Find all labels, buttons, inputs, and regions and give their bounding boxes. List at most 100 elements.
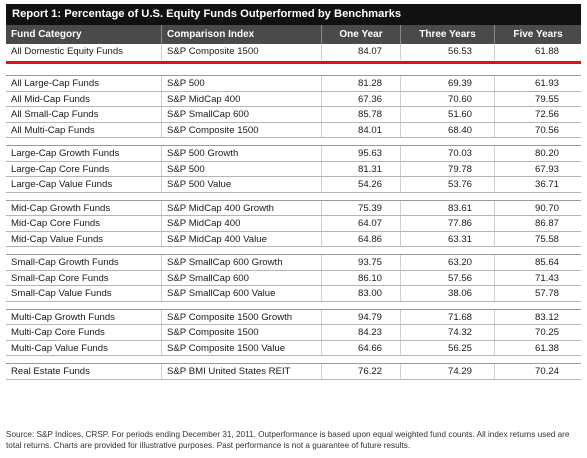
column-header-comparison-index: Comparison Index: [162, 25, 322, 44]
column-header-five-years: Five Years: [513, 29, 563, 40]
red-divider: [6, 61, 581, 64]
comparison-index-cell: S&P 500 Value: [162, 177, 322, 192]
row-group: All Large-Cap Funds S&P 500 81.28 69.39 61.9…: [6, 76, 581, 138]
five-years-cell: 72.56: [534, 109, 559, 120]
five-years-cell: 79.55: [534, 93, 559, 105]
three-years-cell: 56.25: [401, 340, 495, 355]
three-years-cell: 77.86: [401, 216, 495, 231]
comparison-index-cell: S&P MidCap 400: [162, 91, 322, 106]
one-year-cell: 64.66: [322, 340, 401, 355]
comparison-index-cell: S&P SmallCap 600 Growth: [162, 255, 322, 270]
five-years-cell: 83.12: [534, 311, 559, 323]
row-group: Small-Cap Growth Funds S&P SmallCap 600 G…: [6, 255, 581, 302]
table-row: Small-Cap Core Funds S&P SmallCap 600 86.1…: [6, 270, 581, 286]
fund-category-cell: All Domestic Equity Funds: [6, 44, 162, 60]
five-years-cell: 70.24: [534, 366, 559, 377]
row-group: Mid-Cap Growth Funds S&P MidCap 400 Growt…: [6, 200, 581, 247]
five-years-cell: 71.43: [534, 272, 559, 284]
one-year-cell: 81.31: [322, 161, 401, 176]
one-year-cell: 81.28: [322, 76, 401, 91]
one-year-cell: 67.36: [322, 91, 401, 106]
fund-category-cell: Small-Cap Value Funds: [6, 286, 162, 301]
fund-category-cell: Mid-Cap Growth Funds: [6, 200, 162, 215]
group-spacer: [6, 302, 581, 310]
fund-category-cell: Large-Cap Value Funds: [6, 177, 162, 192]
one-year-cell: 83.00: [322, 286, 401, 301]
one-year-cell: 54.26: [322, 177, 401, 192]
column-header-fund-category: Fund Category: [6, 25, 162, 44]
group-spacer: [6, 193, 581, 201]
five-years-cell: 61.93: [534, 78, 559, 89]
one-year-cell: 75.39: [322, 200, 401, 215]
table-row: Mid-Cap Value Funds S&P MidCap 400 Value 6…: [6, 231, 581, 247]
one-year-cell: 76.22: [322, 364, 401, 379]
comparison-index-cell: S&P MidCap 400 Growth: [162, 200, 322, 215]
fund-category-cell: Large-Cap Growth Funds: [6, 146, 162, 161]
fund-category-cell: All Large-Cap Funds: [6, 76, 162, 91]
table-row: Mid-Cap Core Funds S&P MidCap 400 64.07 77.…: [6, 216, 581, 232]
five-years-cell: 70.56: [534, 124, 559, 136]
three-years-cell: 71.68: [401, 309, 495, 324]
five-years-cell: 36.71: [534, 179, 559, 190]
three-years-cell: 70.03: [401, 146, 495, 161]
five-years-cell: 70.25: [534, 327, 559, 338]
one-year-cell: 64.07: [322, 216, 401, 231]
comparison-index-cell: S&P MidCap 400: [162, 216, 322, 231]
table-body: All Large-Cap Funds S&P 500 81.28 69.39 61.9…: [6, 64, 581, 380]
five-years-cell: 90.70: [534, 202, 559, 214]
table-row: Small-Cap Value Funds S&P SmallCap 600 Va…: [6, 286, 581, 302]
group-spacer: [6, 138, 581, 146]
five-years-cell: 61.38: [534, 342, 559, 354]
three-years-cell: 83.61: [401, 200, 495, 215]
column-header-one-year: One Year: [322, 25, 401, 44]
three-years-cell: 63.31: [401, 231, 495, 246]
table-row: Multi-Cap Core Funds S&P Composite 1500 84…: [6, 325, 581, 341]
fund-category-cell: Small-Cap Core Funds: [6, 270, 162, 285]
fund-category-cell: All Small-Cap Funds: [6, 107, 162, 122]
footnote: Source: S&P Indices, CRSP. For periods e…: [6, 430, 570, 450]
report-title: Report 1: Percentage of U.S. Equity Fund…: [6, 4, 581, 25]
one-year-cell: 84.01: [322, 122, 401, 137]
fund-category-cell: Small-Cap Growth Funds: [6, 255, 162, 270]
table-row: Mid-Cap Growth Funds S&P MidCap 400 Growt…: [6, 200, 581, 216]
five-years-cell: 85.64: [534, 257, 559, 268]
comparison-index-cell: S&P Composite 1500 Growth: [162, 309, 322, 324]
one-year-cell: 85.78: [322, 107, 401, 122]
three-years-cell: 74.32: [401, 325, 495, 340]
comparison-index-cell: S&P SmallCap 600 Value: [162, 286, 322, 301]
table-row: All Multi-Cap Funds S&P Composite 1500 84.…: [6, 122, 581, 138]
table-row: All Domestic Equity Funds S&P Composite …: [6, 44, 581, 60]
comparison-index-cell: S&P Composite 1500: [162, 44, 322, 60]
fund-category-cell: All Mid-Cap Funds: [6, 91, 162, 106]
five-years-cell: 75.58: [534, 233, 559, 245]
group-spacer: [6, 64, 581, 76]
fund-category-cell: Large-Cap Core Funds: [6, 161, 162, 176]
fund-category-cell: Mid-Cap Core Funds: [6, 216, 162, 231]
table-row: Small-Cap Growth Funds S&P SmallCap 600 G…: [6, 255, 581, 271]
five-years-cell: 80.20: [534, 148, 559, 159]
comparison-index-cell: S&P Composite 1500: [162, 122, 322, 137]
one-year-cell: 64.86: [322, 231, 401, 246]
group-spacer: [6, 356, 581, 364]
five-years-cell: 67.93: [534, 163, 559, 175]
three-years-cell: 68.40: [401, 122, 495, 137]
three-years-cell: 51.60: [401, 107, 495, 122]
report-table: Report 1: Percentage of U.S. Equity Fund…: [6, 4, 581, 380]
one-year-cell: 84.07: [322, 44, 401, 60]
table-row: All Large-Cap Funds S&P 500 81.28 69.39 61.9…: [6, 76, 581, 92]
table-row: Large-Cap Core Funds S&P 500 81.31 79.78 67.…: [6, 161, 581, 177]
three-years-cell: 69.39: [401, 76, 495, 91]
row-group: Multi-Cap Growth Funds S&P Composite 1500…: [6, 309, 581, 356]
comparison-index-cell: S&P Composite 1500 Value: [162, 340, 322, 355]
comparison-index-cell: S&P 500: [162, 161, 322, 176]
three-years-cell: 63.20: [401, 255, 495, 270]
table-row: All Small-Cap Funds S&P SmallCap 600 85.78…: [6, 107, 581, 123]
comparison-index-cell: S&P 500: [162, 76, 322, 91]
three-years-cell: 57.56: [401, 270, 495, 285]
three-years-cell: 79.78: [401, 161, 495, 176]
three-years-cell: 74.29: [401, 364, 495, 379]
fund-category-cell: Multi-Cap Core Funds: [6, 325, 162, 340]
one-year-cell: 93.75: [322, 255, 401, 270]
three-years-cell: 70.60: [401, 91, 495, 106]
fund-category-cell: Real Estate Funds: [6, 364, 162, 379]
